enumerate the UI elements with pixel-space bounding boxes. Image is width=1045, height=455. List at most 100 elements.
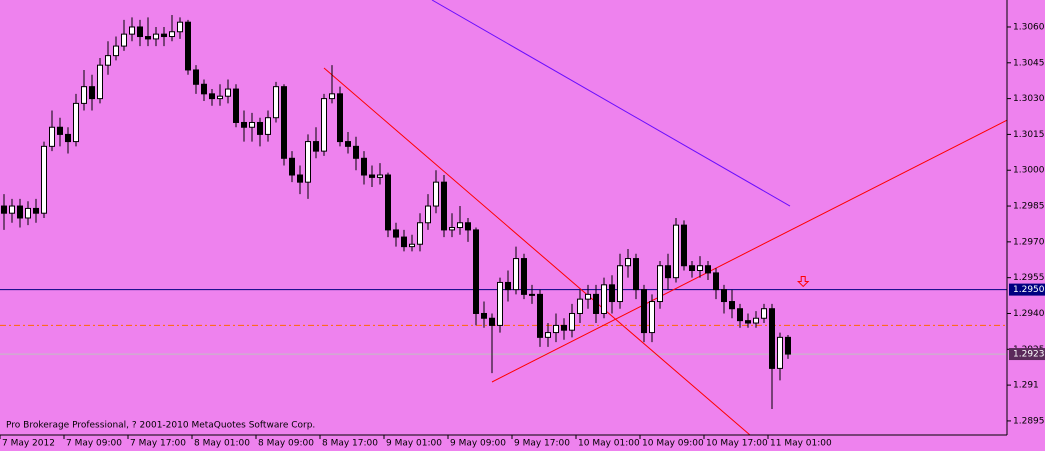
candle-body [465,222,471,231]
candle-body [761,308,767,319]
candle-body [25,207,31,219]
candle-body [521,258,527,295]
candle-body [609,284,615,303]
y-tick-label: 1.2955 [1013,273,1045,283]
x-tick-label: 11 May 01:00 [770,439,832,449]
candle-body [433,181,439,207]
candle-body [345,141,351,147]
candle-body [265,117,271,135]
candle-body [377,174,383,178]
candle-body [321,98,327,152]
candle-body [217,95,223,100]
candle-body [417,222,423,245]
y-tick-label: 1.3000 [1013,166,1045,176]
candle-body [393,229,399,238]
price-label-box [1009,348,1045,361]
candle-body [537,293,543,338]
candle-body [425,205,431,224]
candle-body [545,332,551,338]
candle-body [313,141,319,152]
candle-body [9,205,15,214]
candle-body [153,33,159,40]
candle-body [177,21,183,33]
x-tick-label: 10 May 17:00 [706,439,768,449]
y-tick-label: 1.3030 [1013,94,1045,104]
x-tick-label: 9 May 17:00 [514,439,570,449]
x-tick-label: 9 May 09:00 [450,439,506,449]
candle-body [81,86,87,104]
trend-line [491,119,1008,383]
y-tick-label: 1.2970 [1013,237,1045,247]
candle-body [785,336,791,355]
candle-body [201,83,207,95]
trend-line [431,0,791,207]
candle-body [225,88,231,97]
candle-body [577,298,583,314]
candle-body [281,86,287,159]
candle-body [681,224,687,267]
candle-body [665,265,671,279]
candle-body [657,265,663,303]
candle-body [513,258,519,291]
y-tick-label: 1.2895 [1013,416,1045,426]
candle-body [441,181,447,231]
candle-body [569,312,575,331]
y-tick-label: 1.291 [1013,381,1039,391]
candle-body [689,265,695,272]
candle-body [17,205,23,219]
candle-body [97,64,103,100]
x-tick-label: 9 May 01:00 [386,439,442,449]
y-tick-label: 1.2985 [1013,202,1045,212]
candle-body [641,289,647,334]
trend-line [323,67,751,436]
y-tick-label: 1.3060 [1013,22,1045,32]
candle-body [145,36,151,40]
candle-body [769,308,775,369]
candle-body [697,265,703,272]
candle-body [529,293,535,296]
price-label: 1.2923 [1013,350,1045,360]
candle-body [297,174,303,183]
y-tick-label: 1.2940 [1013,309,1045,319]
candle-body [553,324,559,334]
candle-body [777,336,783,369]
candle-body [721,289,727,303]
candle-body [369,174,375,178]
price-label-box [1009,283,1045,296]
candle-body [401,236,407,248]
x-tick-label: 10 May 01:00 [578,439,640,449]
candle-body [481,312,487,319]
candle-body [57,126,63,135]
candle-body [705,265,711,274]
candle-body [49,126,55,147]
candle-body [257,121,263,135]
candle-body [385,174,391,231]
candle-body [129,26,135,35]
candle-body [121,33,127,47]
candle-body [601,284,607,314]
candle-body [585,293,591,300]
candle-body [561,324,567,331]
candle-body [41,145,47,214]
price-label: 1.2950 [1013,285,1045,295]
candle-body [649,301,655,334]
candle-body [457,222,463,229]
footer: Pro Brokerage Professional, ? 2001-2010 … [6,421,315,431]
y-tick-label: 1.3015 [1013,130,1045,140]
candle-body [89,86,95,100]
x-tick-label: 8 May 09:00 [258,439,314,449]
x-tick-label: 8 May 17:00 [322,439,378,449]
x-tick-label: 7 May 2012 [2,439,55,449]
candle-body [625,258,631,267]
x-tick-label: 8 May 01:00 [194,439,250,449]
candle-body [745,320,751,324]
candle-body [633,258,639,291]
candle-body [337,93,343,143]
candle-body [105,55,111,66]
candle-body [273,86,279,119]
candle-body [409,243,415,248]
candle-body [241,121,247,128]
candle-body [169,31,175,38]
plot-area [0,0,1008,436]
